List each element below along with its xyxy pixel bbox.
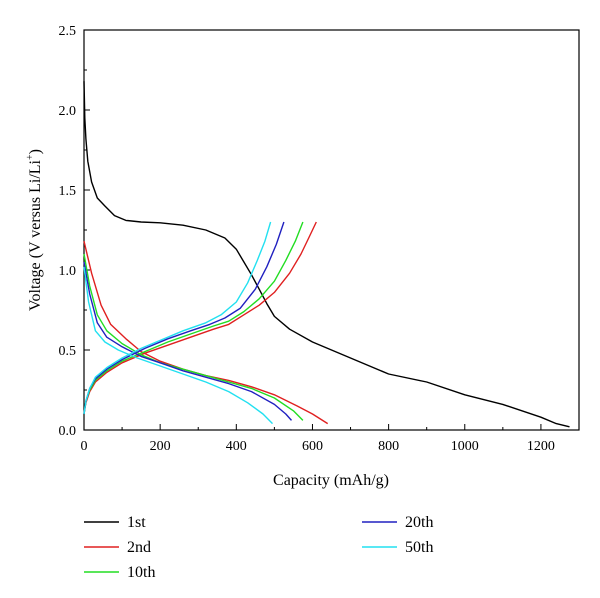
- series-line-20th-charge: [83, 221, 285, 415]
- x-tick-label: 400: [226, 439, 247, 454]
- y-tick-label: 2.0: [59, 104, 77, 119]
- legend-label-20th: 20th: [405, 514, 433, 531]
- legend-label-50th: 50th: [405, 539, 433, 556]
- x-axis-ticks: 0 200 400 600 800 1000 1200: [81, 424, 555, 454]
- plot-frame: [83, 29, 580, 431]
- legend-label-1st: 1st: [127, 514, 146, 531]
- series-group: [83, 81, 570, 428]
- y-axis-label-superscript: +: [25, 154, 36, 160]
- legend-label-2nd: 2nd: [127, 539, 151, 556]
- y-axis-label-main: Voltage (V versus Li/Li: [27, 159, 44, 311]
- series-line-10th: [83, 253, 304, 421]
- series-line-50th: [83, 266, 273, 425]
- y-axis-label-suffix: ): [27, 149, 44, 154]
- y-axis-label: Voltage (V versus Li/Li+): [25, 149, 44, 311]
- series-line-2nd-charge: [83, 221, 317, 415]
- x-tick-label: 200: [150, 439, 171, 454]
- y-tick-label: 2.5: [59, 24, 77, 39]
- x-tick-label: 1200: [527, 439, 555, 454]
- legend: 1st 2nd 10th 20th 50th: [84, 514, 433, 581]
- y-tick-label: 1.0: [59, 264, 77, 279]
- x-axis-label: Capacity (mAh/g): [273, 472, 389, 489]
- series-line-1st: [83, 81, 570, 428]
- y-tick-label: 0.0: [59, 424, 77, 439]
- x-tick-label: 1000: [451, 439, 479, 454]
- legend-label-10th: 10th: [127, 564, 155, 581]
- x-tick-label: 600: [302, 439, 323, 454]
- x-tick-label: 800: [378, 439, 399, 454]
- series-line-10th-charge: [83, 221, 304, 415]
- x-tick-label: 0: [81, 439, 88, 454]
- series-line-20th: [83, 261, 293, 421]
- y-tick-label: 0.5: [59, 344, 77, 359]
- series-line-50th-charge: [83, 221, 272, 415]
- y-axis-ticks: 0.0 0.5 1.0 1.5 2.0 2.5: [59, 24, 90, 439]
- y-tick-label: 1.5: [59, 184, 77, 199]
